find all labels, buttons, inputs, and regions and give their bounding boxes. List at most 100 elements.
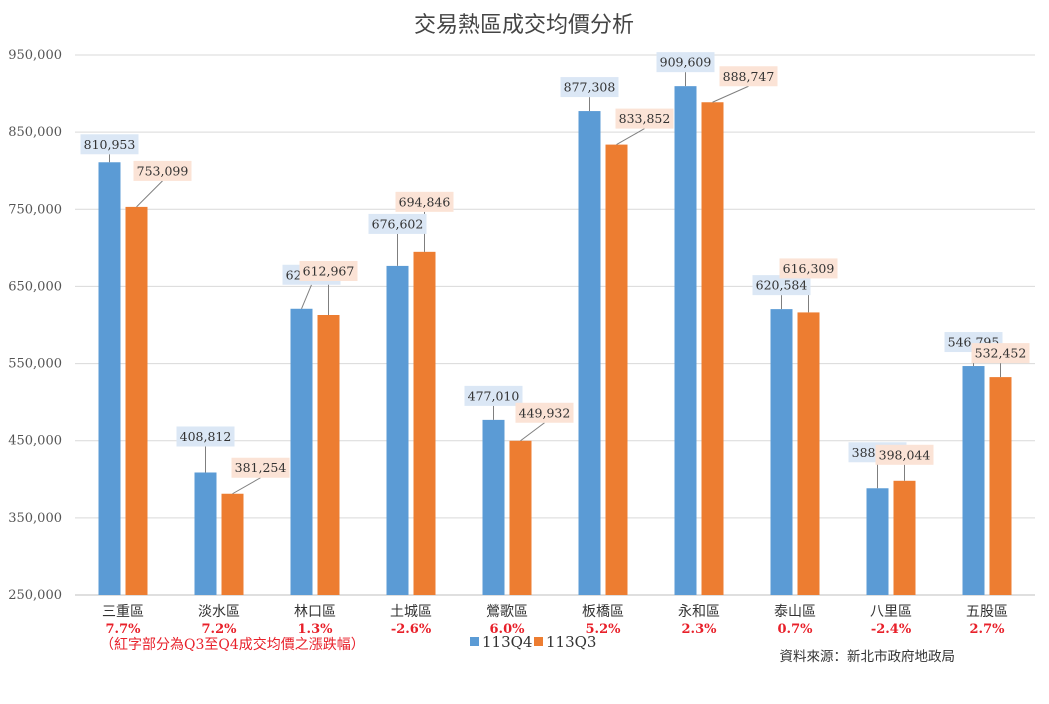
leader-line — [712, 85, 749, 103]
legend: 113Q4 113Q3 — [470, 633, 596, 651]
y-tick-label: 550,000 — [8, 357, 62, 372]
legend-label-113q4: 113Q4 — [482, 633, 532, 651]
category-label: 鶯歌區 — [486, 604, 528, 620]
data-label: 398,044 — [879, 447, 931, 462]
data-label-box — [395, 191, 454, 212]
data-label-box — [176, 426, 235, 447]
bar-113q3-1 — [221, 493, 244, 595]
change-percentage: -2.4% — [871, 622, 912, 637]
data-label-box — [464, 385, 523, 406]
data-label: 477,010 — [468, 388, 520, 403]
change-percentage: 2.3% — [682, 622, 718, 637]
bar-113q3-8 — [893, 480, 916, 595]
gridlines — [75, 54, 1035, 596]
bar-113q4-1 — [194, 472, 217, 595]
category-label: 林口區 — [294, 604, 336, 620]
data-label-box — [368, 213, 427, 234]
bar-113q3-7 — [797, 312, 820, 595]
data-label-box — [133, 160, 192, 181]
data-label: 877,308 — [564, 80, 616, 95]
data-label: 909,609 — [660, 55, 712, 70]
data-label: 810,953 — [84, 137, 136, 152]
y-tick-label: 650,000 — [8, 279, 62, 294]
data-label: 408,812 — [180, 429, 232, 444]
bar-113q4-5 — [578, 111, 601, 595]
chart-title: 交易熱區成交均價分析 — [414, 13, 634, 38]
x-axis-categories: 三重區 淡水區 林口區 土城區 鶯歌區 板橋區 永和區 泰山區 八里區 五股區 — [102, 604, 1008, 620]
data-label-box — [752, 275, 811, 296]
data-label: 532,452 — [975, 346, 1027, 361]
bar-113q4-9 — [962, 366, 985, 595]
leader-line — [616, 128, 645, 146]
bar-113q4-8 — [866, 488, 889, 595]
data-label-box — [779, 258, 838, 279]
change-percentages: 7.7% 7.2% 1.3% -2.6% 6.0% 5.2% 2.3% 0.7% -2.4% 2.… — [106, 622, 1006, 637]
change-percentage: 2.7% — [970, 622, 1006, 637]
change-percentage: -2.6% — [391, 622, 432, 637]
data-label: 676,602 — [372, 216, 424, 231]
change-percentage: 1.3% — [298, 622, 334, 637]
category-label: 淡水區 — [198, 604, 240, 620]
footnote: （紅字部分為Q3至Q4成交均價之漲跌幅） — [100, 636, 365, 653]
legend-swatch-113q3 — [534, 637, 543, 646]
bar-113q3-5 — [605, 144, 628, 595]
data-label-box — [231, 457, 290, 478]
change-percentage: 6.0% — [490, 622, 526, 637]
bar-113q4-3 — [386, 265, 409, 595]
bar-113q4-2 — [290, 308, 313, 595]
y-tick-label: 250,000 — [8, 588, 62, 603]
data-label: 449,932 — [519, 405, 571, 420]
data-label-box — [719, 66, 778, 87]
data-source: 資料來源：新北市政府地政局 — [780, 648, 956, 665]
data-label: 616,309 — [783, 261, 835, 276]
bar-113q4-4 — [482, 419, 505, 595]
leader-line — [520, 422, 545, 442]
bar-113q4-0 — [98, 162, 121, 595]
y-tick-label: 450,000 — [8, 434, 62, 449]
label-leader-lines — [109, 72, 1001, 495]
data-label-box — [560, 77, 619, 98]
data-label: 381,254 — [235, 460, 287, 475]
category-label: 板橋區 — [582, 604, 624, 620]
change-percentage: 7.2% — [202, 622, 238, 637]
bar-113q3-3 — [413, 251, 436, 596]
category-label: 五股區 — [966, 604, 1008, 620]
y-tick-label: 350,000 — [8, 511, 62, 526]
y-axis-ticks: 250,000 350,000 450,000 550,000 650,000 750,0… — [8, 48, 62, 603]
legend-label-113q3: 113Q3 — [546, 633, 596, 651]
data-label-box — [971, 343, 1030, 364]
data-label: 612,967 — [303, 263, 355, 278]
y-tick-label: 950,000 — [8, 48, 62, 63]
data-label-box — [80, 134, 139, 155]
data-label-box — [299, 260, 358, 281]
category-label: 八里區 — [870, 604, 912, 620]
y-tick-label: 750,000 — [8, 202, 62, 217]
bar-113q4-6 — [674, 86, 697, 596]
category-label: 永和區 — [678, 604, 720, 620]
data-label-box — [656, 52, 715, 73]
data-label: 694,846 — [399, 194, 451, 209]
data-label-box — [515, 402, 574, 423]
data-label-box — [615, 108, 674, 129]
data-label: 753,099 — [137, 163, 189, 178]
data-label: 888,747 — [723, 69, 775, 84]
leader-line — [232, 477, 261, 495]
bar-113q3-0 — [125, 206, 148, 595]
leader-line — [136, 180, 163, 208]
bars — [98, 86, 1012, 596]
bar-113q3-9 — [989, 377, 1012, 595]
category-label: 土城區 — [390, 604, 432, 620]
legend-swatch-113q4 — [470, 637, 479, 646]
bar-113q3-2 — [317, 314, 340, 595]
bar-113q4-7 — [770, 309, 793, 595]
bar-113q3-4 — [509, 440, 532, 595]
data-label: 620,584 — [756, 278, 808, 293]
leader-line — [301, 284, 312, 309]
change-percentage: 7.7% — [106, 622, 142, 637]
category-label: 泰山區 — [774, 604, 816, 620]
category-label: 三重區 — [102, 604, 144, 620]
change-percentage: 0.7% — [778, 622, 814, 637]
change-percentage: 5.2% — [586, 622, 622, 637]
